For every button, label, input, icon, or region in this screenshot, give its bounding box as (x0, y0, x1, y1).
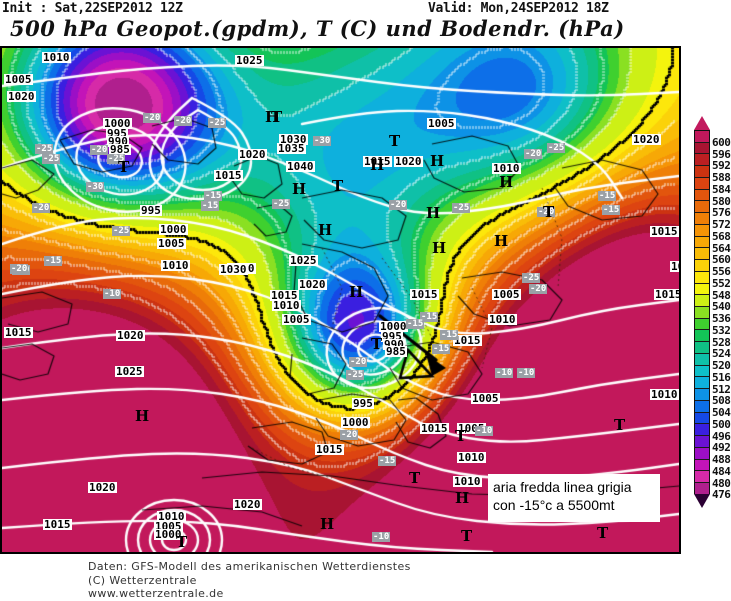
colorbar-swatch (695, 260, 709, 272)
colorbar-tick-label: 556 (712, 265, 731, 279)
colorbar-tick-label: 552 (712, 276, 731, 290)
colorbar-swatch (695, 483, 709, 495)
valid-time-label: Valid: Mon,24SEP2012 18Z (428, 1, 609, 16)
page-title: 500 hPa Geopot.(gpdm), T (C) und Bodendr… (10, 16, 625, 41)
colorbar-tick-label: 568 (712, 229, 731, 243)
colorbar-swatch (695, 365, 709, 378)
colorbar-tick-label: 532 (712, 323, 731, 337)
colorbar-swatch (695, 271, 709, 284)
colorbar-tick-label: 564 (712, 241, 731, 255)
footer-credits: Daten: GFS-Modell des amerikanischen Wet… (88, 560, 648, 601)
colorbar-tick-label: 488 (712, 453, 731, 467)
footer-line-copyright: (C) Wetterzentrale (88, 573, 197, 587)
colorbar-tick-label: 576 (712, 206, 731, 220)
colorbar-tick-label: 584 (712, 182, 731, 196)
colorbar-top-arrow (694, 116, 710, 130)
colorbar-swatch (695, 295, 709, 308)
colorbar-swatch (695, 330, 709, 343)
colorbar-swatch (695, 471, 709, 484)
colorbar-swatch (695, 459, 709, 472)
colorbar-swatch (695, 447, 709, 460)
weather-map-panel: 1010 1005 1000 995 990 985 995 1000 1005 1010 1015… (0, 46, 681, 554)
annotation-line-1: aria fredda linea grigia (493, 479, 632, 495)
colorbar-tick-label: 512 (712, 382, 731, 396)
colorbar-tick-label: 524 (712, 347, 731, 361)
header-bar: Init : Sat,22SEP2012 12Z Valid: Mon,24SE… (0, 0, 731, 46)
colorbar-gradient (694, 130, 710, 495)
colorbar-bottom-arrow (694, 494, 710, 508)
colorbar-tick-label: 536 (712, 312, 731, 326)
colorbar-swatch (695, 342, 709, 354)
colorbar-swatch (695, 166, 709, 178)
colorbar-swatch (695, 412, 709, 425)
colorbar-tick-label: 496 (712, 429, 731, 443)
colorbar-tick-label: 592 (712, 159, 731, 173)
colorbar-tick-label: 480 (712, 476, 731, 490)
colorbar-swatch (695, 154, 709, 167)
colorbar-swatch (695, 224, 709, 237)
colorbar-tick-label: 572 (712, 218, 731, 232)
init-time-label: Init : Sat,22SEP2012 12Z (2, 1, 183, 16)
colorbar-swatch (695, 400, 709, 413)
colorbar-tick-label: 492 (712, 441, 731, 455)
colorbar-swatch (695, 377, 709, 390)
colorbar-swatch (695, 283, 709, 296)
colorbar-tick-label: 520 (712, 359, 731, 373)
colorbar-tick-labels: 600 596 592 588 584 580 576 572 568 564 560 556 552 5… (712, 124, 731, 500)
colorbar-swatch (695, 142, 709, 155)
colorbar-swatch (695, 189, 709, 202)
colorbar-tick-label: 540 (712, 300, 731, 314)
colorbar-tick-label: 580 (712, 194, 731, 208)
colorbar-tick-label: 600 (712, 136, 731, 149)
colorbar-tick-label: 588 (712, 171, 731, 185)
colorbar-swatch (695, 236, 709, 249)
colorbar-swatch (695, 424, 709, 437)
colorbar-tick-label: 504 (712, 406, 731, 420)
colorbar-swatch (695, 353, 709, 366)
annotation-line-2: con -15°c a 5500mt (493, 497, 615, 513)
colorbar-tick-label: 484 (712, 464, 731, 478)
colorbar-swatch (695, 201, 709, 214)
colorbar-swatch (695, 307, 709, 319)
colorbar-tick-label: 476 (712, 488, 731, 502)
colorbar-tick-label: 528 (712, 335, 731, 349)
colorbar-swatch (695, 436, 709, 448)
colorbar-tick-label: 500 (712, 417, 731, 431)
colorbar-swatch (695, 389, 709, 401)
colorbar-swatch (695, 248, 709, 261)
colorbar-tick-label: 508 (712, 394, 731, 408)
footer-line-website: www.wetterzentrale.de (88, 587, 224, 600)
colorbar-tick-label: 596 (712, 147, 731, 161)
colorbar-swatch (695, 318, 709, 331)
user-annotation-box: aria fredda linea grigia con -15°c a 550… (488, 474, 660, 522)
footer-line-source: Daten: GFS-Modell des amerikanischen Wet… (88, 560, 411, 573)
colorbar-tick-label: 548 (712, 288, 731, 302)
colorbar-swatch (695, 131, 709, 143)
colorbar-swatch (695, 177, 709, 190)
colorbar-swatch (695, 213, 709, 225)
colorbar-tick-label: 516 (712, 370, 731, 384)
colorbar-tick-label: 560 (712, 253, 731, 267)
geopotential-colorbar: 600 596 592 588 584 580 576 572 568 564 560 556 552 5… (690, 116, 731, 508)
